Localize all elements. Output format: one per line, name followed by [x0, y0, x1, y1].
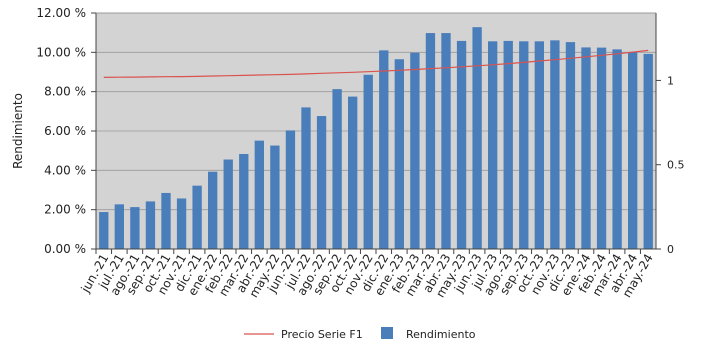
bar [565, 42, 576, 250]
y2-tick-labels: 00.51 [667, 74, 685, 256]
bar [130, 207, 140, 249]
y2-tick-label: 0 [667, 243, 674, 256]
legend-bar-swatch [381, 327, 393, 339]
bar [254, 140, 264, 249]
y-tick-label: 0.00 % [44, 242, 86, 256]
bar [488, 41, 498, 249]
bar [441, 33, 451, 250]
bar [425, 33, 436, 250]
bar [628, 52, 638, 250]
bar [208, 171, 218, 249]
bar [643, 53, 653, 250]
bar [410, 52, 420, 249]
bar [348, 96, 358, 249]
y-tick-labels: 0.00 % 2.00 % 4.00 % 6.00 % 8.00 % 10.00 % 12.… [36, 6, 86, 256]
bar [285, 130, 296, 249]
series-line [103, 49, 649, 78]
bar [161, 192, 171, 249]
bar [612, 49, 622, 250]
bar [379, 50, 389, 249]
bar [99, 212, 109, 249]
legend-label-bar: Rendimiento [406, 328, 476, 341]
bar [316, 116, 327, 249]
y2-tick-label: 0.5 [667, 159, 685, 172]
y2-tick-label: 1 [667, 74, 674, 87]
bar [550, 40, 560, 249]
bar [596, 47, 607, 249]
bar [192, 185, 202, 249]
y-tick-label: 4.00 % [44, 163, 86, 177]
bar [519, 41, 529, 249]
bar [581, 47, 591, 249]
bar [456, 40, 467, 249]
bar [301, 107, 311, 250]
legend: Precio Serie F1 Rendimiento [244, 327, 476, 341]
bar [503, 40, 513, 249]
bar [270, 145, 280, 249]
legend-label-line: Precio Serie F1 [281, 328, 363, 341]
x-tick-labels: jun.-21jul.-21ago.-21sep.-21oct.-21nov.-… [78, 252, 656, 300]
y-axis-title: Rendimiento [11, 93, 25, 169]
axes [91, 12, 661, 254]
bar-series [99, 27, 653, 250]
y-tick-label: 12.00 % [36, 6, 86, 20]
y-tick-label: 6.00 % [44, 124, 86, 138]
bar [223, 159, 233, 249]
bar [534, 41, 544, 249]
bar [176, 198, 187, 249]
bar [114, 204, 124, 249]
line-series [103, 49, 649, 78]
y-tick-label: 10.00 % [36, 45, 86, 59]
bar [145, 201, 156, 249]
bar [239, 154, 249, 249]
y-tick-label: 8.00 % [44, 85, 86, 99]
bar [472, 27, 482, 249]
bar [394, 59, 404, 249]
bar [363, 74, 373, 250]
bar [332, 89, 342, 249]
y-tick-label: 2.00 % [44, 203, 86, 217]
